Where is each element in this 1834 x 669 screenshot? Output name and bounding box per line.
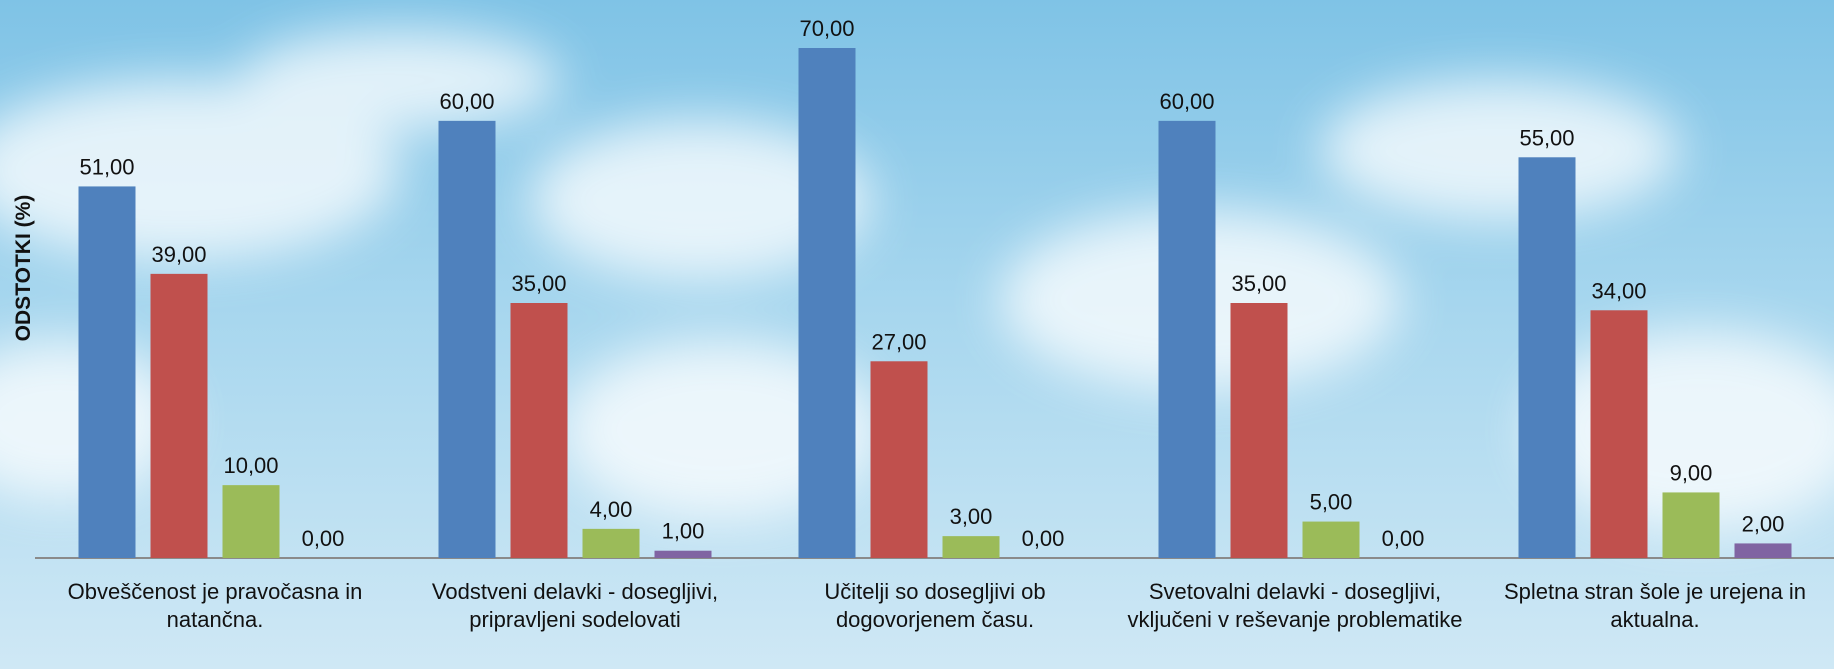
value-label: 60,00 [1159, 89, 1214, 114]
bar [799, 48, 856, 558]
bar [871, 361, 928, 558]
value-label: 1,00 [662, 519, 705, 544]
chart: ODSTOTKI (%) 51,00 39,00 10,00 0,00 60,00 35,… [0, 0, 1834, 669]
x-tick-label: Obveščenost je pravočasna in natančna. [45, 578, 385, 634]
value-label: 39,00 [151, 242, 206, 267]
value-label: 2,00 [1742, 511, 1785, 536]
value-label: 0,00 [1382, 526, 1425, 551]
value-label: 3,00 [950, 504, 993, 529]
x-tick-label: Vodstveni delavki - dosegljivi, pripravl… [405, 578, 745, 634]
value-label: 10,00 [223, 453, 278, 478]
bar [79, 186, 136, 558]
bar [223, 485, 280, 558]
value-label: 0,00 [1022, 526, 1065, 551]
x-tick-label: Spletna stran šole je urejena in aktualn… [1485, 578, 1825, 634]
bar [1231, 303, 1288, 558]
value-label: 4,00 [590, 497, 633, 522]
bar [1303, 522, 1360, 558]
value-label: 5,00 [1310, 490, 1353, 515]
bar [1735, 543, 1792, 558]
bar [439, 121, 496, 558]
bar [511, 303, 568, 558]
bar [943, 536, 1000, 558]
value-label: 60,00 [439, 89, 494, 114]
page: ODSTOTKI (%) 51,00 39,00 10,00 0,00 60,00 35,… [0, 0, 1834, 669]
value-label: 35,00 [511, 271, 566, 296]
bar [583, 529, 640, 558]
value-label: 0,00 [302, 526, 345, 551]
value-label: 51,00 [79, 154, 134, 179]
value-label: 55,00 [1519, 125, 1574, 150]
value-label: 9,00 [1670, 460, 1713, 485]
bar [151, 274, 208, 558]
value-label: 34,00 [1591, 278, 1646, 303]
x-tick-label: Svetovalni delavki - dosegljivi, vključe… [1125, 578, 1465, 634]
value-label: 27,00 [871, 329, 926, 354]
bar [1591, 310, 1648, 558]
bar [1519, 157, 1576, 558]
bar [1663, 492, 1720, 558]
value-label: 35,00 [1231, 271, 1286, 296]
y-axis-label: ODSTOTKI (%) [12, 195, 35, 342]
bar [1159, 121, 1216, 558]
bar [655, 551, 712, 558]
value-label: 70,00 [799, 16, 854, 41]
x-tick-label: Učitelji so dosegljivi ob dogovorjenem č… [765, 578, 1105, 634]
